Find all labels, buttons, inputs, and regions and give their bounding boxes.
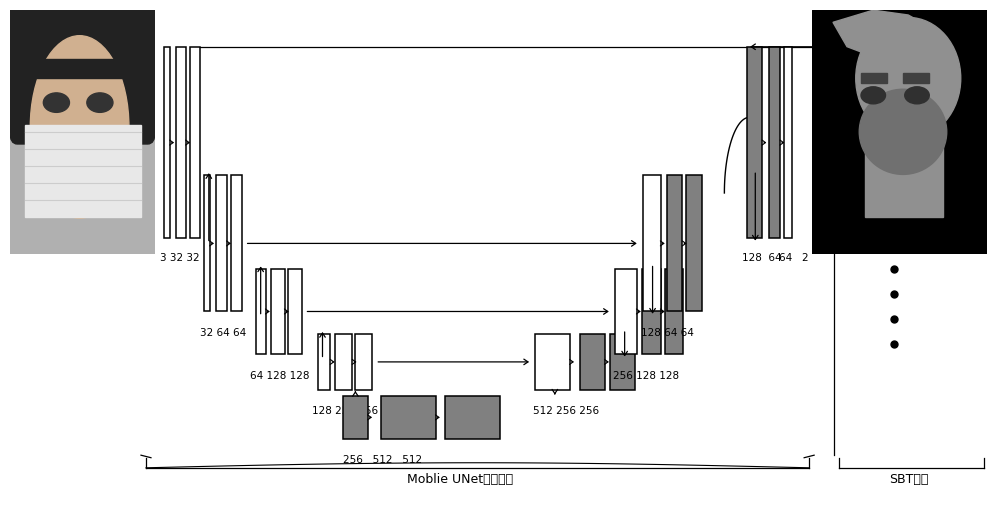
Ellipse shape xyxy=(43,93,69,113)
Text: SBT结构: SBT结构 xyxy=(889,473,929,486)
Text: 256   512   512: 256 512 512 xyxy=(343,455,422,465)
Bar xyxy=(24,125,140,217)
Bar xyxy=(686,175,702,311)
Ellipse shape xyxy=(856,17,961,139)
Ellipse shape xyxy=(859,89,947,174)
Bar xyxy=(17,59,148,78)
Bar xyxy=(343,396,368,439)
Bar xyxy=(24,125,140,217)
Bar xyxy=(610,334,635,390)
Bar xyxy=(580,334,605,390)
Bar xyxy=(355,334,372,390)
Text: 256 128 128: 256 128 128 xyxy=(613,371,679,381)
Bar xyxy=(176,47,186,238)
Bar xyxy=(643,175,661,311)
Ellipse shape xyxy=(861,87,886,104)
Bar xyxy=(318,334,330,390)
Text: 64   2: 64 2 xyxy=(779,253,809,263)
Polygon shape xyxy=(833,10,943,83)
Bar xyxy=(667,175,682,311)
Text: 64 128 128: 64 128 128 xyxy=(250,371,309,381)
Bar xyxy=(615,269,637,354)
Bar xyxy=(335,334,352,390)
Bar xyxy=(864,144,943,217)
Text: 128 64 64: 128 64 64 xyxy=(641,328,693,338)
Bar xyxy=(665,269,683,354)
Bar xyxy=(216,175,227,311)
Text: 128  64: 128 64 xyxy=(742,253,782,263)
Bar xyxy=(445,396,500,439)
Bar xyxy=(903,74,929,83)
Bar xyxy=(642,269,661,354)
Bar xyxy=(535,334,570,390)
Bar xyxy=(190,47,200,238)
Ellipse shape xyxy=(30,35,129,218)
Ellipse shape xyxy=(905,87,929,104)
Bar xyxy=(256,269,266,354)
Text: Moblie UNet基础结构: Moblie UNet基础结构 xyxy=(407,473,513,486)
Bar xyxy=(271,269,285,354)
FancyBboxPatch shape xyxy=(10,0,155,144)
Bar xyxy=(288,269,302,354)
Bar xyxy=(164,47,170,238)
Ellipse shape xyxy=(87,93,113,113)
Text: 3 32 32: 3 32 32 xyxy=(160,253,200,263)
Text: 128 256 256: 128 256 256 xyxy=(312,406,378,416)
Bar xyxy=(231,175,242,311)
Bar xyxy=(204,175,210,311)
Text: 512 256 256: 512 256 256 xyxy=(533,406,599,416)
Bar xyxy=(381,396,436,439)
Text: 32 64 64: 32 64 64 xyxy=(200,328,246,338)
Bar xyxy=(784,47,792,238)
Bar xyxy=(747,47,762,238)
Bar xyxy=(769,47,780,238)
Bar xyxy=(861,74,887,83)
